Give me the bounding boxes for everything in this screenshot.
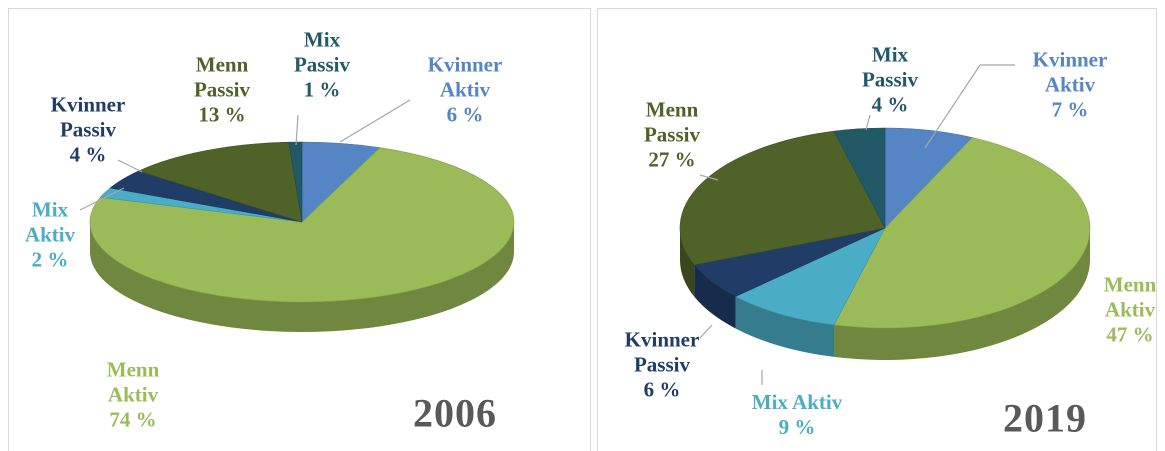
label-value: 2 % <box>31 247 69 272</box>
data-label: Menn Passiv 13 % <box>177 53 267 128</box>
pie-slice <box>89 147 515 303</box>
pie-slice <box>137 141 303 223</box>
data-label: Kvinner Passiv 6 % <box>607 328 717 403</box>
label-value: 47 % <box>1106 322 1154 347</box>
label-value: 13 % <box>198 102 246 127</box>
data-label: Mix Passiv 4 % <box>850 43 930 118</box>
pie-side <box>679 228 695 297</box>
label-value: 4 % <box>69 142 107 167</box>
pie-side <box>735 296 835 357</box>
leader-line <box>924 64 1015 149</box>
label-name: Kvinner Passiv <box>624 327 700 377</box>
leader-line <box>699 324 713 339</box>
label-name: Kvinner Passiv <box>50 92 126 142</box>
label-name: Kvinner Aktiv <box>1032 47 1108 97</box>
pie-side <box>90 222 514 332</box>
data-label: Menn Passiv 27 % <box>622 98 722 173</box>
leader-line <box>865 114 871 131</box>
label-name: Mix Aktiv <box>751 390 843 414</box>
label-name: Menn Aktiv <box>1103 272 1157 322</box>
pie-slice <box>288 141 303 223</box>
label-name: Menn Passiv <box>193 52 250 102</box>
pie-slice <box>833 137 1091 329</box>
data-label: Menn Aktiv 47 % <box>1090 273 1165 348</box>
data-label: Kvinner Aktiv 6 % <box>410 53 520 128</box>
pie-slice <box>679 130 886 266</box>
label-name: Mix Passiv <box>293 27 350 77</box>
label-name: Mix Aktiv <box>24 197 76 247</box>
panel <box>597 8 1157 451</box>
data-label: Mix Aktiv 2 % <box>15 198 85 273</box>
leader-line <box>699 174 719 181</box>
data-label: Menn Aktiv 74 % <box>88 358 178 433</box>
pie-side <box>834 228 1090 360</box>
leader-line <box>295 114 299 146</box>
label-name: Mix Passiv <box>861 42 918 92</box>
label-value: 27 % <box>648 147 696 172</box>
label-name: Menn Passiv <box>643 97 700 147</box>
label-name: Menn Aktiv <box>106 357 160 407</box>
label-value: 74 % <box>109 407 157 432</box>
label-value: 1 % <box>303 77 341 102</box>
label-value: 6 % <box>643 377 681 402</box>
pie-side <box>694 264 736 329</box>
leader-line <box>79 187 125 211</box>
label-value: 7 % <box>1051 97 1089 122</box>
chart-title: 2006 <box>413 390 497 436</box>
pie-slice <box>833 127 886 229</box>
data-label: Mix Passiv 1 % <box>282 28 362 103</box>
chart-title: 2019 <box>1003 395 1087 441</box>
label-value: 6 % <box>446 102 484 127</box>
label-name: Kvinner Aktiv <box>427 52 503 102</box>
data-label: Mix Aktiv 9 % <box>727 390 867 440</box>
leader-line <box>117 159 143 173</box>
pie-slice <box>734 227 886 326</box>
label-value: 4 % <box>871 92 909 117</box>
panel <box>8 8 591 451</box>
data-label: Kvinner Aktiv 7 % <box>1015 48 1125 123</box>
label-value: 9 % <box>778 415 816 439</box>
data-label: Kvinner Passiv 4 % <box>28 93 148 168</box>
leader-line <box>339 99 411 143</box>
